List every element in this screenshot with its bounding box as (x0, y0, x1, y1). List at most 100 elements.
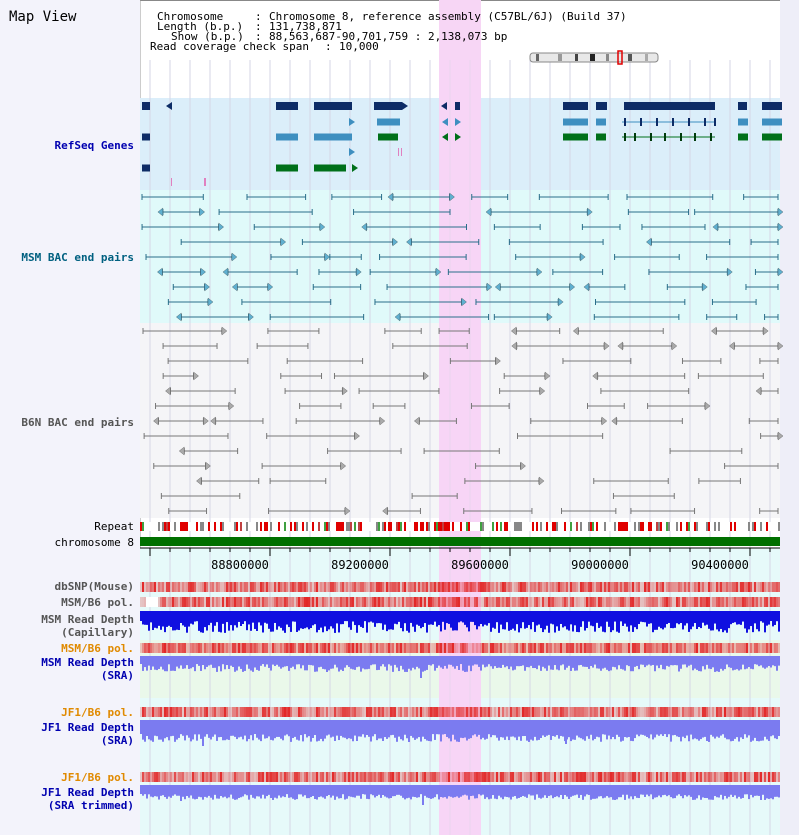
depth-bar (142, 720, 144, 740)
depth-bar (294, 720, 296, 737)
heat-cell (256, 597, 258, 607)
gene-block (314, 102, 352, 110)
repeat-element (496, 522, 498, 531)
heat-cell (252, 707, 254, 717)
depth-bar (404, 656, 406, 672)
track-label-repeat[interactable]: Repeat (94, 520, 134, 533)
depth-bar (456, 785, 458, 797)
bac-end-marker (511, 326, 517, 336)
depth-bar (614, 656, 616, 668)
depth-bar (506, 785, 508, 798)
depth-spike (202, 720, 204, 746)
depth-bar (196, 785, 198, 799)
depth-bar (764, 720, 766, 737)
depth-bar (470, 656, 472, 672)
track-label-jf1-pol-1[interactable]: JF1/B6 pol. (61, 706, 134, 719)
depth-bar (362, 656, 364, 669)
depth-bar (144, 785, 146, 795)
heat-cell (200, 582, 202, 592)
heat-cell (318, 597, 320, 607)
heat-cell (328, 582, 330, 592)
heat-cell (292, 582, 294, 592)
track-label-msm-bac[interactable]: MSM BAC end pairs (21, 251, 134, 264)
track-label-msm-pol-1[interactable]: MSM/B6 pol. (61, 596, 134, 609)
depth-bar (262, 720, 264, 735)
heat-cell (324, 582, 326, 592)
heat-cell (452, 597, 454, 607)
heat-cell (416, 582, 418, 592)
depth-bar (314, 611, 316, 625)
heat-cell (524, 582, 526, 592)
track-label-msm-depth-sra-1[interactable]: MSM Read Depth (41, 656, 134, 669)
depth-bar (384, 720, 386, 738)
depth-bar (766, 785, 768, 799)
heat-cell (566, 707, 568, 717)
heat-cell (704, 597, 706, 607)
bac-end-marker (176, 312, 182, 322)
track-label-b6n-bac[interactable]: B6N BAC end pairs (21, 416, 134, 429)
track-label-dbsnp[interactable]: dbSNP(Mouse) (54, 580, 134, 593)
depth-bar (378, 720, 380, 739)
track-label-jf1-pol-2[interactable]: JF1/B6 pol. (61, 771, 134, 784)
heat-cell (642, 597, 644, 607)
depth-bar (394, 785, 396, 797)
heat-cell (386, 597, 388, 607)
heat-cell (328, 643, 330, 653)
depth-bar (196, 611, 198, 622)
depth-spike (420, 656, 422, 678)
heat-cell (540, 597, 542, 607)
heat-cell (334, 772, 336, 782)
heat-cell (628, 772, 630, 782)
heat-cell (272, 582, 274, 592)
heat-cell (354, 707, 356, 717)
track-label-jf1-depth-trim-1[interactable]: JF1 Read Depth (41, 786, 134, 799)
repeat-element (480, 522, 482, 531)
depth-bar (734, 656, 736, 670)
depth-bar (662, 656, 664, 670)
track-label-jf1-depth-sra-1[interactable]: JF1 Read Depth (41, 721, 134, 734)
heat-cell (300, 582, 302, 592)
heat-cell (616, 772, 618, 782)
depth-bar (436, 656, 438, 668)
depth-bar (470, 720, 472, 739)
heat-cell (772, 582, 774, 592)
heat-cell (778, 643, 780, 653)
depth-bar (314, 656, 316, 672)
depth-bar (650, 785, 652, 795)
heat-cell (360, 582, 362, 592)
heat-cell (430, 707, 432, 717)
heat-cell (446, 597, 448, 607)
depth-bar (382, 611, 384, 630)
depth-bar (292, 656, 294, 667)
depth-bar (550, 656, 552, 670)
depth-bar (670, 656, 672, 666)
heat-cell (218, 597, 220, 607)
heat-cell (626, 643, 628, 653)
depth-bar (726, 611, 728, 633)
depth-bar (346, 785, 348, 799)
heat-cell (592, 597, 594, 607)
depth-bar (268, 656, 270, 668)
heat-cell (674, 597, 676, 607)
depth-bar (656, 720, 658, 735)
depth-bar (346, 720, 348, 740)
depth-bar (562, 720, 564, 737)
depth-bar (480, 785, 482, 796)
depth-bar (472, 611, 474, 622)
heat-cell (412, 772, 414, 782)
heat-cell (200, 772, 202, 782)
heat-cell (340, 772, 342, 782)
depth-bar (504, 656, 506, 668)
heat-cell (292, 707, 294, 717)
heat-cell (622, 643, 624, 653)
track-label-msm-depth-cap-1[interactable]: MSM Read Depth (41, 613, 134, 626)
depth-bar (356, 656, 358, 668)
depth-bar (168, 656, 170, 665)
heat-cell (568, 643, 570, 653)
heat-cell (150, 707, 152, 717)
track-label-refseq[interactable]: RefSeq Genes (54, 139, 134, 152)
repeat-element (444, 522, 446, 531)
heat-cell (774, 643, 776, 653)
track-label-msm-pol-2[interactable]: MSM/B6 pol. (61, 642, 134, 655)
